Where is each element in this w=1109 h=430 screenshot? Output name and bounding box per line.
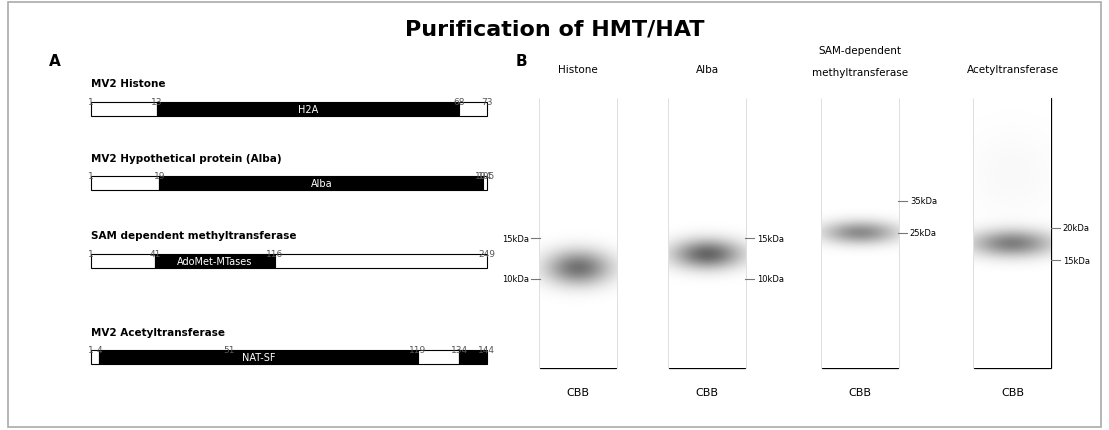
Text: MV2 Histone: MV2 Histone bbox=[91, 79, 165, 89]
Text: 15kDa: 15kDa bbox=[1062, 256, 1090, 265]
Text: 119: 119 bbox=[409, 345, 426, 354]
Text: 25kDa: 25kDa bbox=[909, 229, 937, 238]
Bar bbox=[822, 98, 898, 369]
Text: 35kDa: 35kDa bbox=[909, 197, 937, 206]
Bar bbox=[91, 350, 99, 364]
Text: 68: 68 bbox=[454, 98, 465, 107]
Text: Histone: Histone bbox=[558, 64, 598, 74]
Text: 1: 1 bbox=[88, 98, 94, 107]
Text: 105: 105 bbox=[478, 172, 496, 181]
Bar bbox=[484, 176, 487, 190]
Bar bbox=[975, 98, 1051, 369]
Text: 1: 1 bbox=[88, 345, 94, 354]
Bar bbox=[669, 98, 745, 369]
Text: 10kDa: 10kDa bbox=[502, 275, 529, 284]
Bar bbox=[91, 176, 160, 190]
Text: 249: 249 bbox=[478, 249, 496, 258]
Text: AdoMet-MTases: AdoMet-MTases bbox=[177, 256, 253, 266]
Text: B: B bbox=[516, 54, 528, 69]
Text: CBB: CBB bbox=[567, 387, 589, 397]
Text: MV2 Acetyltransferase: MV2 Acetyltransferase bbox=[91, 327, 225, 337]
Text: 15kDa: 15kDa bbox=[502, 234, 529, 243]
Bar bbox=[99, 350, 418, 364]
Bar bbox=[459, 102, 487, 117]
Text: 104: 104 bbox=[475, 172, 491, 181]
Text: CBB: CBB bbox=[848, 387, 872, 397]
Bar bbox=[275, 254, 487, 268]
Text: 20kDa: 20kDa bbox=[1062, 224, 1090, 233]
Text: 13: 13 bbox=[151, 98, 163, 107]
Text: SAM dependent methyltransferase: SAM dependent methyltransferase bbox=[91, 231, 296, 241]
Bar bbox=[91, 102, 157, 117]
Text: SAM-dependent: SAM-dependent bbox=[818, 46, 902, 56]
Bar bbox=[418, 350, 459, 364]
Text: 144: 144 bbox=[478, 345, 496, 354]
Text: 15kDa: 15kDa bbox=[757, 234, 784, 243]
Text: 4: 4 bbox=[96, 345, 102, 354]
Text: 73: 73 bbox=[481, 98, 492, 107]
Text: 116: 116 bbox=[266, 249, 283, 258]
Text: 1: 1 bbox=[88, 249, 94, 258]
Text: CBB: CBB bbox=[695, 387, 719, 397]
Text: MV2 Hypothetical protein (Alba): MV2 Hypothetical protein (Alba) bbox=[91, 153, 282, 163]
Text: 51: 51 bbox=[224, 345, 235, 354]
Bar bbox=[157, 102, 459, 117]
Text: 134: 134 bbox=[450, 345, 468, 354]
Text: 41: 41 bbox=[149, 249, 161, 258]
Text: H2A: H2A bbox=[298, 104, 318, 114]
Text: methyltransferase: methyltransferase bbox=[812, 68, 908, 78]
Text: A: A bbox=[49, 54, 61, 69]
Text: Purification of HMT/HAT: Purification of HMT/HAT bbox=[405, 19, 704, 39]
Text: NAT-SF: NAT-SF bbox=[242, 352, 275, 362]
Bar bbox=[459, 350, 487, 364]
Bar bbox=[91, 254, 155, 268]
Bar bbox=[160, 176, 484, 190]
Bar bbox=[539, 98, 615, 369]
Text: 1: 1 bbox=[88, 172, 94, 181]
Bar bbox=[155, 254, 275, 268]
Text: Alba: Alba bbox=[311, 178, 332, 188]
Text: 10kDa: 10kDa bbox=[757, 275, 784, 284]
Text: Alba: Alba bbox=[695, 64, 719, 74]
Text: Acetyltransferase: Acetyltransferase bbox=[967, 64, 1059, 74]
Text: CBB: CBB bbox=[1001, 387, 1025, 397]
Text: 19: 19 bbox=[154, 172, 165, 181]
